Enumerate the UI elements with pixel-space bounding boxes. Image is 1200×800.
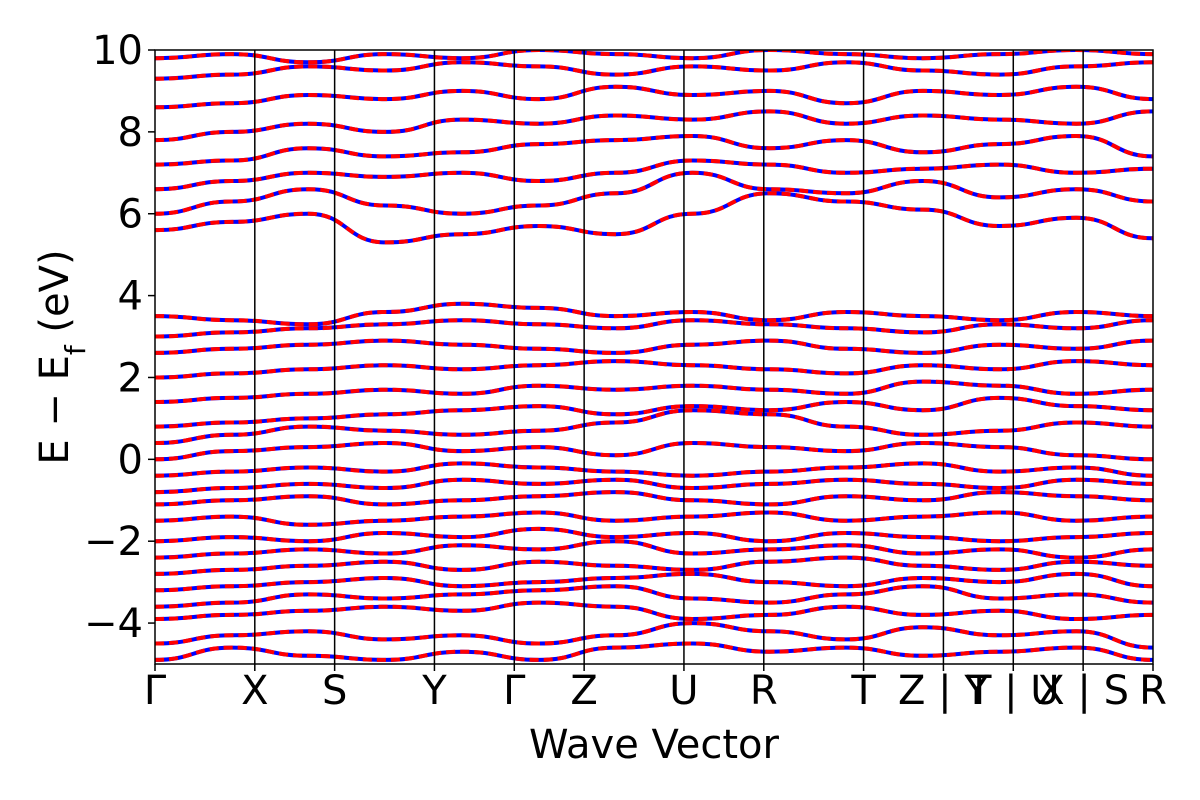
- band-3-spin-up: [155, 584, 1153, 609]
- y-tick-label: 10: [92, 28, 143, 74]
- band-9-spin-up: [155, 490, 1153, 507]
- x-tick-label: U: [669, 668, 698, 714]
- band-7-spin-up: [155, 526, 1153, 544]
- band-2-spin-up: [155, 600, 1153, 622]
- band-15-spin-up: [155, 379, 1153, 404]
- band-18-spin-up: [155, 318, 1153, 339]
- y-axis-ticks: −4 −2 0 2 4 6 8 10: [84, 28, 155, 647]
- y-axis-title: E − Ef (eV): [32, 249, 92, 464]
- y-tick-label: −2: [84, 519, 143, 565]
- x-tick-label: Z: [570, 668, 597, 714]
- y-tick-label: 6: [118, 192, 143, 238]
- band-24-spin-up: [155, 109, 1153, 143]
- band-19-spin-up: [155, 301, 1153, 327]
- bands-layer: [155, 50, 1153, 662]
- band-20-spin-up: [155, 191, 1153, 245]
- x-tick-label: Z | Y: [898, 668, 989, 714]
- band-25-spin-up: [155, 84, 1153, 110]
- y-tick-label: 4: [118, 274, 143, 320]
- band-13-spin-up: [155, 408, 1153, 445]
- band-1-spin-up: [155, 621, 1153, 650]
- x-tick-label: T | U: [966, 668, 1060, 714]
- high-symmetry-lines: [254, 50, 1084, 664]
- y-axis-title-unit: (eV): [32, 249, 78, 345]
- band-23-spin-up: [155, 133, 1153, 167]
- band-14-spin-up: [155, 395, 1153, 429]
- y-axis-title-subscript: f: [59, 344, 92, 355]
- x-tick-label: X | S: [1037, 668, 1129, 714]
- x-tick-label: T: [850, 668, 876, 714]
- band-17-spin-up: [155, 338, 1153, 355]
- band-26-spin-down: [155, 60, 1153, 81]
- band-27-spin-up: [155, 50, 1153, 65]
- band-10-spin-up: [155, 477, 1153, 495]
- band-0-spin-up: [155, 641, 1153, 662]
- x-tick-label: Γ: [144, 668, 167, 714]
- band-5-spin-up: [155, 555, 1153, 576]
- y-tick-label: −4: [84, 601, 143, 647]
- x-tick-label: R: [1139, 668, 1167, 714]
- band-4-spin-up: [155, 571, 1153, 593]
- x-tick-label: Y: [421, 668, 447, 714]
- band-8-spin-up: [155, 510, 1153, 527]
- y-axis-title-main: E − E: [32, 355, 78, 465]
- x-tick-label: S: [322, 668, 347, 714]
- band-11-spin-up: [155, 461, 1153, 478]
- band-22-spin-up: [155, 158, 1153, 192]
- band-21-spin-up: [155, 170, 1153, 216]
- band-6-spin-up: [155, 539, 1153, 560]
- y-tick-label: 2: [118, 355, 143, 401]
- x-tick-label: X: [241, 668, 268, 714]
- band-12-spin-up: [155, 440, 1153, 462]
- band-16-spin-up: [155, 359, 1153, 380]
- x-axis-title: Wave Vector: [529, 722, 780, 768]
- x-tick-label: Γ: [503, 668, 526, 714]
- y-tick-label: 8: [118, 110, 143, 156]
- x-tick-label: R: [750, 668, 778, 714]
- plot-frame: [154, 49, 1154, 665]
- y-tick-label: 0: [118, 437, 143, 483]
